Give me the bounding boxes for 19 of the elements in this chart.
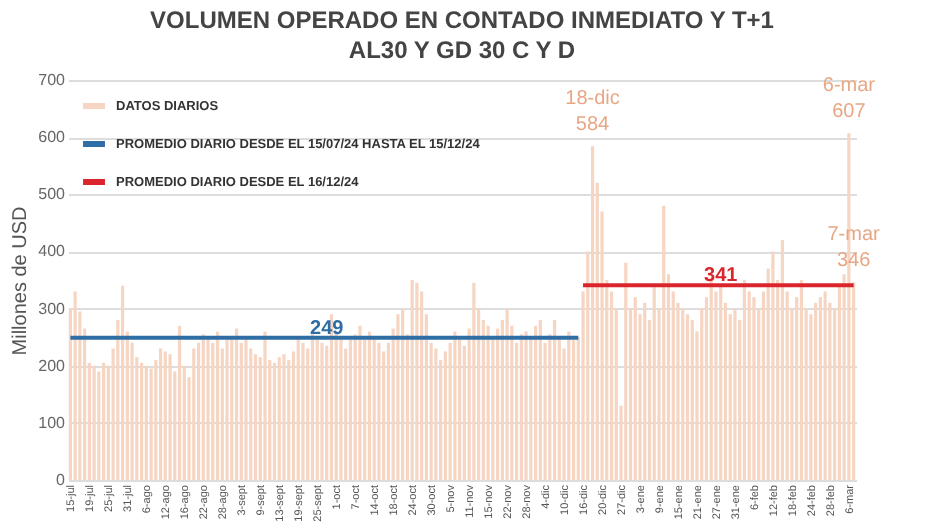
chart-title: VOLUMEN OPERADO EN CONTADO INMEDIATO Y T+1 bbox=[150, 6, 775, 34]
annotation: 341 bbox=[704, 265, 739, 288]
data-label: 584 bbox=[575, 114, 611, 137]
y-tick-label: 0 bbox=[56, 471, 67, 489]
annotation: 18-dic bbox=[565, 88, 620, 111]
annotation: 7-mar bbox=[827, 224, 882, 247]
y-tick-label: 500 bbox=[38, 185, 67, 204]
data-label: 607 bbox=[832, 101, 867, 124]
data-label: 346 bbox=[836, 250, 872, 273]
y-tick-label: 300 bbox=[38, 299, 67, 318]
annotation: 6-mar bbox=[822, 75, 877, 98]
y-tick-label: 200 bbox=[38, 356, 67, 375]
y-axis-title: Millones de USD bbox=[10, 206, 33, 356]
chart-subtitle: AL30 Y GD 30 C Y D bbox=[348, 36, 576, 64]
y-tick-label: 400 bbox=[38, 242, 67, 261]
y-tick-label: 700 bbox=[38, 71, 67, 89]
y-tick-label: 600 bbox=[38, 128, 67, 147]
annotation: 249 bbox=[310, 317, 345, 340]
y-tick-label: 100 bbox=[38, 413, 67, 432]
